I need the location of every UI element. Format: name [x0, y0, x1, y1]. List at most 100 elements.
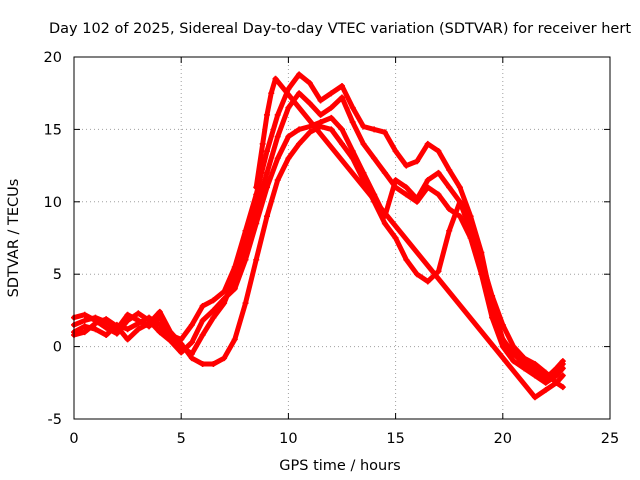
- data-point: [403, 162, 410, 169]
- data-point: [167, 337, 174, 344]
- data-point: [272, 75, 279, 82]
- data-point: [328, 126, 335, 133]
- x-tick-label: 15: [386, 431, 404, 447]
- data-point: [510, 350, 517, 357]
- data-point: [499, 336, 506, 343]
- data-point: [81, 323, 88, 330]
- data-point: [559, 360, 566, 367]
- data-point: [542, 369, 549, 376]
- data-point: [81, 317, 88, 324]
- data-point: [178, 340, 185, 347]
- data-point: [553, 369, 560, 376]
- data-point: [339, 94, 345, 101]
- data-point: [199, 317, 206, 324]
- data-point: [456, 198, 463, 205]
- data-point: [296, 140, 303, 147]
- data-point: [103, 316, 110, 323]
- data-point: [446, 227, 453, 234]
- data-point: [392, 148, 399, 155]
- data-point: [242, 256, 249, 263]
- data-point: [489, 292, 496, 299]
- data-point: [521, 365, 528, 372]
- data-point: [531, 372, 538, 379]
- data-point: [349, 148, 356, 155]
- data-point: [188, 321, 195, 328]
- data-point: [424, 177, 431, 184]
- y-axis: -5 0 5 10 15 20: [44, 50, 610, 428]
- data-point: [124, 326, 131, 333]
- data-point: [199, 303, 206, 310]
- x-axis: 0 5 10 15 20 25: [69, 57, 619, 447]
- data-point: [263, 169, 270, 176]
- data-point: [559, 384, 566, 391]
- data-point: [306, 129, 313, 136]
- data-point: [456, 184, 463, 191]
- data-point: [210, 360, 217, 367]
- data-point: [328, 114, 335, 121]
- data-point: [263, 111, 270, 118]
- data-point: [456, 213, 463, 220]
- x-tick-label: 20: [494, 431, 512, 447]
- x-tick-label: 0: [69, 431, 78, 447]
- x-tick-label: 25: [601, 431, 619, 447]
- data-point: [510, 358, 517, 365]
- data-point: [156, 308, 163, 315]
- data-point: [328, 90, 335, 97]
- data-point: [92, 320, 99, 327]
- data-point: [446, 166, 453, 173]
- data-point: [360, 123, 367, 130]
- data-point: [92, 326, 99, 333]
- data-point: [435, 148, 442, 155]
- data-point: [285, 104, 292, 111]
- data-point: [424, 140, 431, 147]
- data-point: [349, 119, 356, 126]
- data-point: [81, 311, 88, 318]
- data-point: [221, 288, 228, 295]
- data-point: [253, 256, 260, 263]
- data-point: [392, 235, 399, 241]
- y-tick-label: 5: [53, 267, 62, 283]
- data-point: [81, 329, 88, 336]
- data-point: [414, 195, 421, 202]
- data-point: [199, 332, 206, 339]
- data-point: [231, 285, 238, 292]
- data-point: [259, 140, 266, 147]
- data-point: [188, 355, 195, 362]
- data-point: [253, 184, 260, 191]
- data-point: [242, 300, 249, 307]
- data-point: [531, 360, 538, 367]
- data-point: [559, 372, 566, 379]
- data-point: [542, 387, 549, 394]
- data-point: [113, 330, 120, 337]
- data-point: [135, 310, 142, 317]
- data-point: [403, 191, 410, 198]
- data-point: [392, 177, 399, 184]
- data-point: [499, 321, 506, 328]
- data-point: [124, 317, 131, 324]
- data-point: [435, 191, 442, 198]
- data-point: [253, 220, 260, 227]
- data-point: [263, 213, 270, 220]
- data-point: [178, 349, 185, 356]
- data-point: [306, 80, 313, 87]
- data-point: [199, 360, 206, 367]
- chart-title: Day 102 of 2025, Sidereal Day-to-day VTE…: [49, 21, 631, 37]
- data-point: [210, 314, 217, 321]
- data-point: [124, 311, 131, 318]
- data-point: [371, 155, 378, 162]
- data-point: [135, 320, 142, 327]
- data-point: [135, 326, 142, 333]
- y-tick-label: 0: [53, 340, 62, 356]
- data-point: [210, 307, 217, 314]
- data-point: [296, 90, 303, 97]
- data-point: [403, 256, 410, 263]
- y-tick-label: 15: [44, 122, 62, 138]
- data-point: [446, 206, 453, 213]
- data-point: [371, 126, 378, 133]
- data-point: [446, 184, 453, 191]
- data-point: [521, 355, 528, 362]
- data-point: [103, 332, 110, 339]
- data-point: [263, 184, 270, 191]
- data-point: [103, 324, 110, 331]
